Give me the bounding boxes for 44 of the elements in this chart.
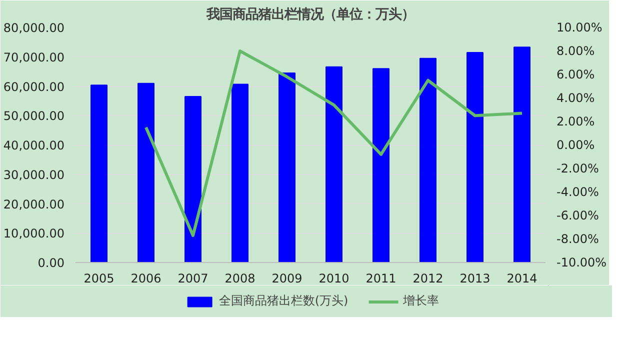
line-series bbox=[144, 50, 524, 237]
x-tick-label: 2008 bbox=[224, 272, 256, 286]
y-tick-label: 70,000.00 bbox=[3, 50, 65, 64]
legend-label: 增长率 bbox=[403, 292, 440, 310]
bar bbox=[278, 72, 296, 262]
chart-title: 我国商品猪出栏情况（单位：万头） bbox=[206, 6, 414, 22]
y-tick-label: 50,000.00 bbox=[3, 109, 65, 124]
y-tick-label: 80,000.00 bbox=[3, 21, 65, 35]
y2-tick-label: -6.00% bbox=[556, 208, 599, 222]
bar bbox=[90, 84, 108, 262]
bar bbox=[420, 58, 436, 262]
bar bbox=[372, 68, 390, 262]
x-tick-label: 2009 bbox=[272, 272, 302, 286]
bar bbox=[138, 82, 154, 262]
y-tick-label: 30,000.00 bbox=[3, 168, 65, 182]
y-tick-label: 0.00 bbox=[38, 256, 64, 270]
y-tick-label: 10,000.00 bbox=[3, 226, 65, 241]
x-tick-label: 2012 bbox=[412, 272, 444, 286]
bar bbox=[326, 66, 342, 262]
y-tick-label: 20,000.00 bbox=[3, 197, 65, 212]
bar bbox=[184, 96, 202, 262]
y2-tick-label: 0.00% bbox=[556, 138, 595, 152]
y-tick-label: 60,000.00 bbox=[3, 80, 65, 94]
y-tick-label: 40,000.00 bbox=[3, 138, 65, 152]
x-tick-label: 2007 bbox=[178, 272, 208, 286]
x-tick-label: 2010 bbox=[318, 272, 350, 286]
legend-label: 全国商品猪出栏数(万头) bbox=[218, 292, 348, 310]
y2-tick-label: -8.00% bbox=[556, 232, 599, 246]
x-tick-label: 2013 bbox=[460, 272, 490, 286]
y2-tick-label: 10.00% bbox=[556, 20, 602, 34]
x-tick-label: 2014 bbox=[506, 272, 538, 286]
y2-tick-label: 4.00% bbox=[556, 91, 595, 105]
y2-tick-label: -4.00% bbox=[556, 185, 599, 199]
x-tick-label: 2006 bbox=[130, 272, 162, 286]
y2-tick-label: -2.00% bbox=[556, 162, 599, 176]
y2-tick-label: 6.00% bbox=[556, 68, 595, 82]
bar bbox=[466, 52, 484, 262]
x-tick-label: 2005 bbox=[84, 272, 114, 286]
bar bbox=[232, 84, 248, 262]
bar bbox=[514, 46, 530, 262]
x-tick-label: 2011 bbox=[366, 272, 396, 286]
y2-tick-label: -10.00% bbox=[556, 256, 607, 270]
y2-tick-label: 8.00% bbox=[556, 44, 595, 58]
y2-tick-label: 2.00% bbox=[556, 114, 595, 128]
